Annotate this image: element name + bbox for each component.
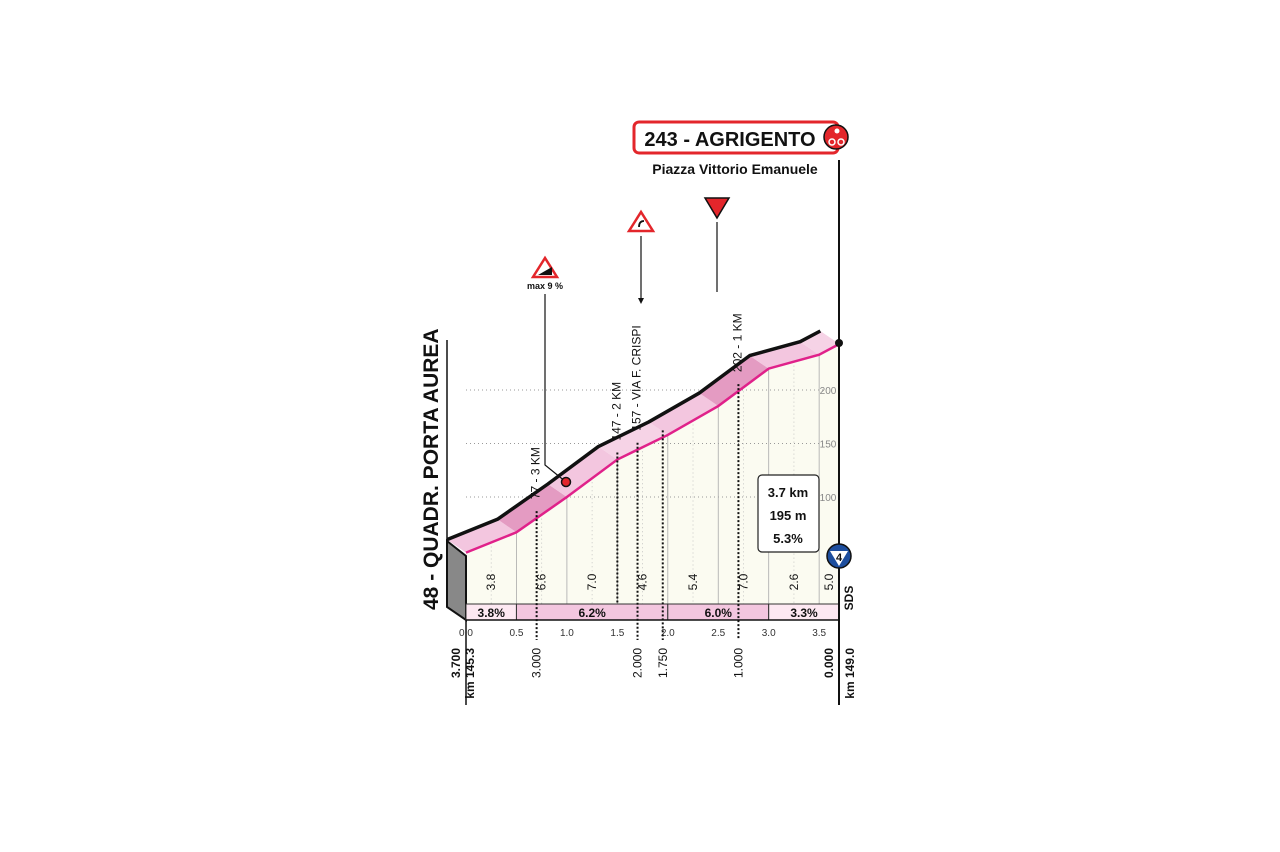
- bike-wheel-icon: [828, 138, 836, 146]
- finish-label: 243 - AGRIGENTO: [644, 129, 815, 151]
- y-tick-label: 200: [820, 386, 837, 397]
- summary-average-gradient: 5.3%: [773, 531, 803, 546]
- marker-label: 157 - VIA F. CRISPI: [630, 325, 644, 430]
- summary-distance: 3.7 km: [768, 485, 808, 500]
- rider-head-icon: [834, 128, 840, 134]
- segment-gradient-label: 7.0: [736, 573, 750, 590]
- distance-to-go-label: 1.750: [656, 648, 670, 678]
- segment-gradient-label: 6.6: [535, 573, 549, 590]
- start-km-label: km 145.3: [463, 648, 477, 699]
- profile-area: [466, 343, 840, 604]
- summary-climb: 195 m: [770, 508, 807, 523]
- finish-km-label: km 149.0: [843, 648, 857, 699]
- max-gradient-label: max 9 %: [527, 281, 563, 291]
- marker-label: 147 - 2 KM: [609, 382, 623, 441]
- profile-ribbon-segment: [598, 421, 668, 460]
- flamme-rouge-triangle-icon: [703, 197, 731, 220]
- y-tick-label: 150: [820, 440, 837, 451]
- gradient-bar-label: 3.8%: [478, 606, 506, 620]
- profile-ribbon-segment: [447, 519, 517, 553]
- steep-slope-glyph: [538, 267, 552, 275]
- profile-ribbon-segment: [648, 393, 719, 435]
- segment-gradient-label: 4.6: [636, 573, 650, 590]
- cyclist-finish-icon: [823, 124, 849, 150]
- y-tick-label: 100: [820, 493, 837, 504]
- curve-glyph: [638, 220, 645, 228]
- x-tick-label: 3.5: [812, 628, 826, 639]
- x-tick-label: 1.5: [610, 628, 624, 639]
- x-tick-label: 2.5: [711, 628, 725, 639]
- profile-top-edge: [446, 329, 822, 542]
- sds-label: SDS: [842, 586, 856, 611]
- gradient-bar-label: 3.3%: [790, 606, 818, 620]
- start-label: 48 - QUADR. PORTA AUREA: [420, 328, 443, 610]
- finish-dot: [835, 339, 843, 347]
- segment-gradient-label: 2.6: [787, 573, 801, 590]
- climb-summary-box: [757, 474, 820, 553]
- gradient-bar-label: 6.2%: [578, 606, 606, 620]
- profile-ribbon-segment: [749, 341, 820, 369]
- sds-badge-triangle: [830, 551, 848, 566]
- marker-label: 202 - 1 KM: [730, 313, 744, 372]
- profile-ribbon-segment: [699, 355, 769, 407]
- x-tick-label: 1.0: [560, 628, 574, 639]
- finish-to-go: 0.000: [822, 648, 836, 678]
- profile-ribbon-segment: [497, 484, 567, 533]
- segment-gradient-label: 7.0: [585, 573, 599, 590]
- marker-label: 77 - 3 KM: [529, 447, 543, 499]
- distance-to-go-label: 1.000: [731, 648, 745, 678]
- segment-gradient-label: 5.0: [822, 573, 836, 590]
- x-tick-label: 2.0: [661, 628, 675, 639]
- segment-gradient-label: 3.8: [484, 573, 498, 590]
- distance-to-go-label: 2.000: [631, 648, 645, 678]
- gradient-bar-label: 6.0%: [705, 606, 733, 620]
- start-to-go: 3.700: [449, 648, 463, 678]
- distance-to-go-label: 3.000: [530, 648, 544, 678]
- arrow-down-icon: [638, 298, 644, 304]
- profile-line: [465, 342, 840, 554]
- finish-sublabel: Piazza Vittorio Emanuele: [652, 161, 818, 177]
- max-gradient-dot: [560, 476, 572, 488]
- sds-badge-number: 4: [836, 552, 843, 564]
- x-tick-label: 0.5: [509, 628, 523, 639]
- bike-wheel-icon: [837, 138, 845, 146]
- max-gradient-pointer-line: [544, 294, 567, 483]
- segment-gradient-label: 5.4: [686, 573, 700, 590]
- start-wall: [446, 538, 467, 622]
- x-tick-label: 3.0: [762, 628, 776, 639]
